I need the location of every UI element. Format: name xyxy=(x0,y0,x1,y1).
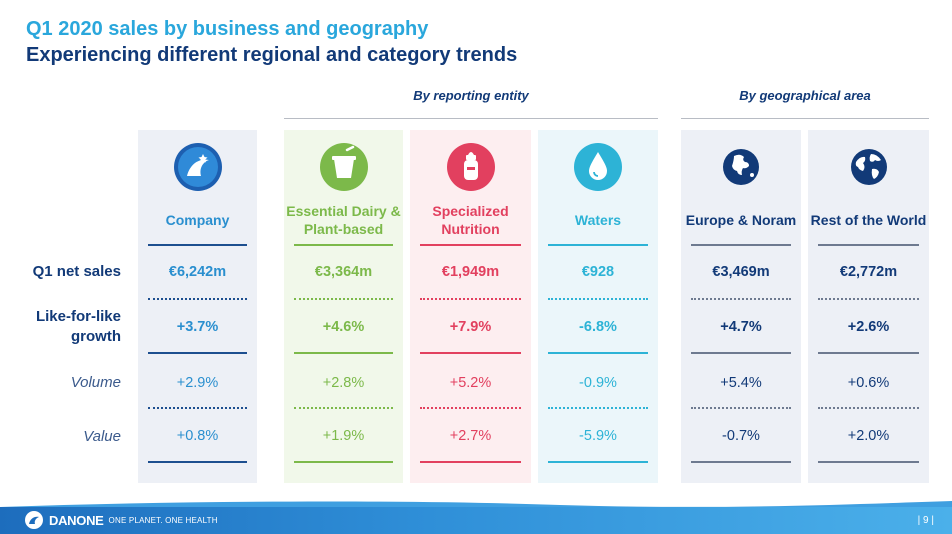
net-sales-value: €1,949m xyxy=(441,264,500,280)
net-sales-value: €928 xyxy=(581,264,615,280)
column-divider xyxy=(148,461,247,463)
page-number: | 9 | xyxy=(917,515,934,526)
column-divider xyxy=(548,352,648,354)
row-label-lfl-growth: Like-for-like growth xyxy=(35,308,121,345)
section-divider-geo xyxy=(681,118,929,119)
value-value: +0.8% xyxy=(176,428,219,444)
yogurt-cup-icon xyxy=(319,143,368,191)
lfl-growth-value: +4.7% xyxy=(720,319,762,335)
section-label-geo: By geographical area xyxy=(739,88,871,103)
volume-value: +2.8% xyxy=(322,375,365,391)
column-head: Rest of the World xyxy=(810,212,927,228)
value-value: -0.7% xyxy=(722,428,760,444)
volume-value: +5.2% xyxy=(449,375,492,391)
globe-world-icon xyxy=(850,149,887,185)
value-value: +1.9% xyxy=(322,428,365,444)
column-divider xyxy=(148,244,247,246)
column-head: Specialized Nutrition xyxy=(432,203,509,237)
lfl-growth-value: +4.6% xyxy=(322,319,365,335)
column-head: Europe & Noram xyxy=(685,212,797,228)
column-divider xyxy=(294,352,393,354)
danone-logo-icon xyxy=(25,511,43,529)
volume-value: +0.6% xyxy=(847,375,890,391)
column-divider xyxy=(548,461,648,463)
column-divider xyxy=(691,352,791,354)
volume-value: +2.9% xyxy=(176,375,219,391)
footer-brand: DANONE ONE PLANET. ONE HEALTH xyxy=(24,510,218,530)
column-divider xyxy=(420,244,521,246)
page-subtitle: Experiencing different regional and cate… xyxy=(26,44,518,66)
net-sales-value: €3,469m xyxy=(712,264,770,280)
column-essential-dairy: Essential Dairy & Plant-based €3,364m +4… xyxy=(284,130,403,483)
column-divider xyxy=(548,298,648,300)
column-specialized-nutrition: Specialized Nutrition €1,949m +7.9% +5.2… xyxy=(410,130,531,483)
column-divider xyxy=(294,461,393,463)
column-waters: Waters €928 -6.8% -0.9% -5.9% xyxy=(538,130,658,483)
lfl-growth-value: +7.9% xyxy=(449,319,492,335)
column-divider xyxy=(294,244,393,246)
volume-value: -0.9% xyxy=(579,375,617,391)
column-divider xyxy=(148,407,247,409)
lfl-growth-value: +2.6% xyxy=(847,319,890,335)
value-value: -5.9% xyxy=(579,428,617,444)
row-label-net-sales: Q1 net sales xyxy=(32,263,121,280)
column-divider xyxy=(691,244,791,246)
column-europe-noram: Europe & Noram €3,469m +4.7% +5.4% -0.7% xyxy=(681,130,801,483)
column-divider xyxy=(148,352,247,354)
column-head: Company xyxy=(165,212,230,228)
net-sales-value: €2,772m xyxy=(839,264,898,280)
column-divider xyxy=(548,244,648,246)
globe-europe-icon xyxy=(723,149,759,185)
column-divider xyxy=(818,352,919,354)
net-sales-value: €6,242m xyxy=(168,264,227,280)
column-company: Company €6,242m +3.7% +2.9% +0.8% xyxy=(138,130,257,483)
lfl-growth-value: +3.7% xyxy=(176,319,219,335)
column-divider xyxy=(691,298,791,300)
column-divider xyxy=(548,407,648,409)
column-divider xyxy=(294,407,393,409)
section-label-entity: By reporting entity xyxy=(413,88,529,103)
volume-value: +5.4% xyxy=(720,375,762,391)
row-label-value: Value xyxy=(83,428,121,445)
column-divider xyxy=(818,244,919,246)
brand-name: DANONE xyxy=(49,512,104,528)
column-divider xyxy=(818,461,919,463)
section-divider-entity xyxy=(284,118,658,119)
water-drop-icon xyxy=(574,143,622,191)
danone-globe-icon xyxy=(173,143,222,191)
column-divider xyxy=(420,352,521,354)
net-sales-value: €3,364m xyxy=(314,264,373,280)
column-divider xyxy=(294,298,393,300)
value-value: +2.0% xyxy=(847,428,890,444)
column-divider xyxy=(818,298,919,300)
column-divider xyxy=(148,298,247,300)
column-head: Essential Dairy & Plant-based xyxy=(286,203,401,237)
column-divider xyxy=(818,407,919,409)
column-divider xyxy=(691,461,791,463)
column-divider xyxy=(420,461,521,463)
column-rest-of-world: Rest of the World €2,772m +2.6% +0.6% +2… xyxy=(808,130,929,483)
column-head: Waters xyxy=(574,212,622,228)
column-divider xyxy=(420,407,521,409)
value-value: +2.7% xyxy=(449,428,492,444)
lfl-growth-value: -6.8% xyxy=(579,319,617,335)
row-label-volume: Volume xyxy=(70,374,121,391)
column-divider xyxy=(691,407,791,409)
baby-bottle-icon xyxy=(446,143,495,191)
page-title: Q1 2020 sales by business and geography xyxy=(26,18,429,40)
footer-bar xyxy=(0,507,952,534)
brand-tagline: ONE PLANET. ONE HEALTH xyxy=(108,515,218,525)
column-divider xyxy=(420,298,521,300)
